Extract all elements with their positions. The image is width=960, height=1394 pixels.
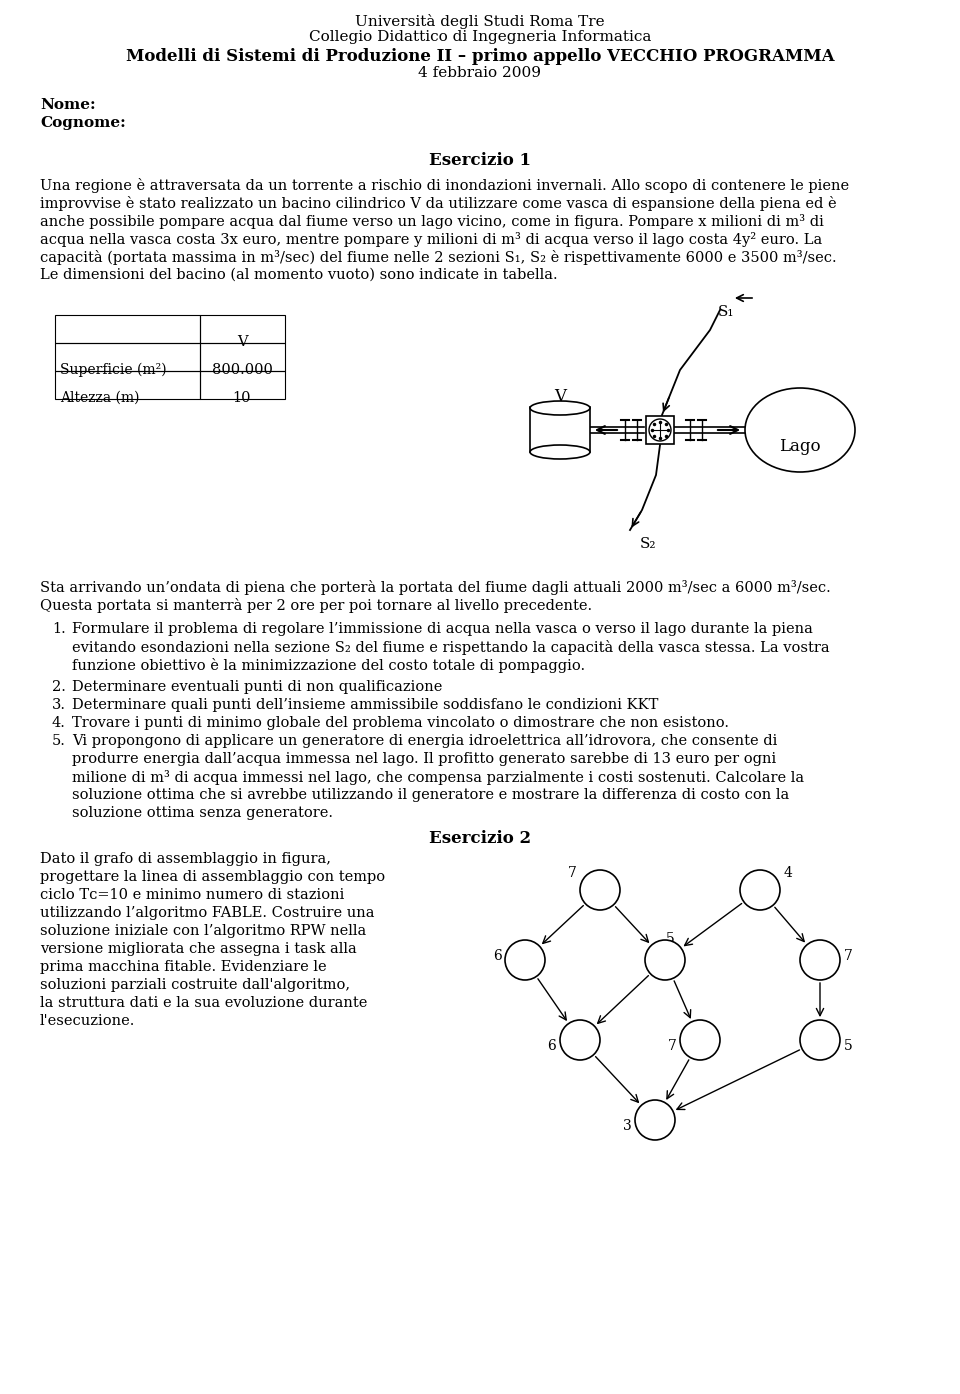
Circle shape: [635, 1100, 675, 1140]
Text: Una regione è attraversata da un torrente a rischio di inondazioni invernali. Al: Una regione è attraversata da un torrent…: [40, 178, 850, 192]
Text: soluzione ottima senza generatore.: soluzione ottima senza generatore.: [72, 806, 333, 820]
Text: 7: 7: [667, 1039, 677, 1052]
Text: improvvise è stato realizzato un bacino cilindrico V da utilizzare come vasca di: improvvise è stato realizzato un bacino …: [40, 197, 836, 210]
Bar: [55, 343, 200, 371]
Text: G: G: [693, 1047, 707, 1061]
Text: Le dimensioni del bacino (al momento vuoto) sono indicate in tabella.: Le dimensioni del bacino (al momento vuo…: [40, 268, 558, 282]
Circle shape: [800, 940, 840, 980]
Ellipse shape: [530, 445, 590, 459]
Text: 6: 6: [547, 1039, 557, 1052]
Text: 7: 7: [844, 949, 852, 963]
Text: A: A: [594, 896, 606, 912]
Text: Nome:: Nome:: [40, 98, 96, 112]
Text: Collegio Didattico di Ingegneria Informatica: Collegio Didattico di Ingegneria Informa…: [309, 31, 651, 45]
Text: 800.000: 800.000: [211, 362, 273, 376]
Text: utilizzando l’algoritmo FABLE. Costruire una: utilizzando l’algoritmo FABLE. Costruire…: [40, 906, 374, 920]
Text: acqua nella vasca costa 3x euro, mentre pompare y milioni di m³ di acqua verso i: acqua nella vasca costa 3x euro, mentre …: [40, 231, 823, 247]
Circle shape: [580, 870, 620, 910]
Text: 1.: 1.: [52, 622, 65, 636]
Circle shape: [800, 1020, 840, 1059]
Text: S₁: S₁: [718, 305, 734, 319]
Text: Superficie (m²): Superficie (m²): [60, 362, 167, 378]
Text: progettare la linea di assemblaggio con tempo: progettare la linea di assemblaggio con …: [40, 870, 385, 884]
Text: Altezza (m): Altezza (m): [60, 390, 139, 406]
Text: Sta arrivando un’ondata di piena che porterà la portata del fiume dagli attuali : Sta arrivando un’ondata di piena che por…: [40, 580, 830, 595]
Text: 5: 5: [844, 1039, 852, 1052]
Text: capacità (portata massima in m³/sec) del fiume nelle 2 sezioni S₁, S₂ è rispetti: capacità (portata massima in m³/sec) del…: [40, 250, 836, 265]
Text: 4: 4: [783, 866, 792, 880]
Text: Questa portata si manterrà per 2 ore per poi tornare al livello precedente.: Questa portata si manterrà per 2 ore per…: [40, 598, 592, 613]
Bar: [55, 371, 200, 399]
Text: produrre energia dall’acqua immessa nel lago. Il profitto generato sarebbe di 13: produrre energia dall’acqua immessa nel …: [72, 751, 777, 765]
Bar: [646, 415, 674, 445]
Text: V: V: [237, 335, 248, 348]
Text: I: I: [652, 1126, 659, 1142]
Text: B: B: [754, 896, 766, 912]
Text: 5.: 5.: [52, 735, 66, 749]
Bar: [200, 343, 285, 371]
Text: Determinare quali punti dell’insieme ammissibile soddisfano le condizioni KKT: Determinare quali punti dell’insieme amm…: [72, 698, 659, 712]
Text: V: V: [554, 388, 566, 406]
Text: versione migliorata che assegna i task alla: versione migliorata che assegna i task a…: [40, 942, 357, 956]
Circle shape: [645, 940, 685, 980]
Text: Cognome:: Cognome:: [40, 116, 126, 130]
Text: prima macchina fitable. Evidenziare le: prima macchina fitable. Evidenziare le: [40, 960, 326, 974]
Text: soluzioni parziali costruite dall'algoritmo,: soluzioni parziali costruite dall'algori…: [40, 979, 350, 993]
Text: ciclo Tᴄ=10 e minimo numero di stazioni: ciclo Tᴄ=10 e minimo numero di stazioni: [40, 888, 345, 902]
Text: Lago: Lago: [780, 438, 821, 454]
Text: anche possibile pompare acqua dal fiume verso un lago vicino, come in figura. Po: anche possibile pompare acqua dal fiume …: [40, 215, 824, 229]
Text: E: E: [519, 967, 531, 981]
Text: H: H: [813, 1047, 828, 1061]
Text: la struttura dati e la sua evoluzione durante: la struttura dati e la sua evoluzione du…: [40, 995, 368, 1011]
Text: funzione obiettivo è la minimizzazione del costo totale di pompaggio.: funzione obiettivo è la minimizzazione d…: [72, 658, 586, 673]
Bar: [200, 315, 285, 343]
Text: Vi propongono di applicare un generatore di energia idroelettrica all’idrovora, : Vi propongono di applicare un generatore…: [72, 735, 778, 749]
Text: Esercizio 1: Esercizio 1: [429, 152, 531, 169]
Bar: [530, 407, 590, 452]
Text: F: F: [575, 1047, 586, 1061]
Text: soluzione iniziale con l’algoritmo RPW nella: soluzione iniziale con l’algoritmo RPW n…: [40, 924, 367, 938]
Circle shape: [680, 1020, 720, 1059]
Circle shape: [560, 1020, 600, 1059]
Ellipse shape: [530, 401, 590, 415]
Text: Formulare il problema di regolare l’immissione di acqua nella vasca o verso il l: Formulare il problema di regolare l’immi…: [72, 622, 813, 636]
Text: D: D: [659, 967, 672, 981]
Circle shape: [740, 870, 780, 910]
Text: l'esecuzione.: l'esecuzione.: [40, 1013, 135, 1027]
Text: 3: 3: [623, 1119, 632, 1133]
Text: soluzione ottima che si avrebbe utilizzando il generatore e mostrare la differen: soluzione ottima che si avrebbe utilizza…: [72, 788, 789, 802]
Text: Trovare i punti di minimo globale del problema vincolato o dimostrare che non es: Trovare i punti di minimo globale del pr…: [72, 717, 729, 730]
Text: Determinare eventuali punti di non qualificazione: Determinare eventuali punti di non quali…: [72, 680, 443, 694]
Text: C: C: [814, 967, 826, 981]
Text: 2.: 2.: [52, 680, 66, 694]
Bar: [55, 315, 200, 343]
Text: 4.: 4.: [52, 717, 66, 730]
Ellipse shape: [745, 388, 855, 473]
Text: 3.: 3.: [52, 698, 66, 712]
Text: Esercizio 2: Esercizio 2: [429, 829, 531, 848]
Circle shape: [649, 420, 671, 441]
Text: Modelli di Sistemi di Produzione II – primo appello VECCHIO PROGRAMMA: Modelli di Sistemi di Produzione II – pr…: [126, 47, 834, 66]
Text: evitando esondazioni nella sezione S₂ del fiume e rispettando la capacità della : evitando esondazioni nella sezione S₂ de…: [72, 640, 829, 655]
Text: Dato il grafo di assemblaggio in figura,: Dato il grafo di assemblaggio in figura,: [40, 852, 331, 866]
Text: milione di m³ di acqua immessi nel lago, che compensa parzialmente i costi soste: milione di m³ di acqua immessi nel lago,…: [72, 769, 804, 785]
Bar: [200, 371, 285, 399]
Text: 6: 6: [492, 949, 501, 963]
Circle shape: [505, 940, 545, 980]
Text: 7: 7: [567, 866, 576, 880]
Text: 5: 5: [665, 933, 674, 947]
Text: Università degli Studi Roma Tre: Università degli Studi Roma Tre: [355, 14, 605, 29]
Text: 10: 10: [232, 390, 252, 406]
Text: 4 febbraio 2009: 4 febbraio 2009: [419, 66, 541, 79]
Text: S₂: S₂: [640, 537, 657, 551]
